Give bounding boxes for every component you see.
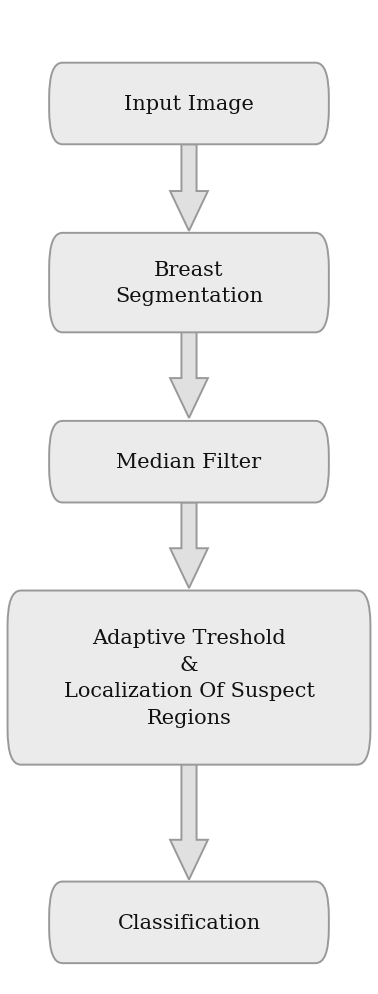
FancyBboxPatch shape (49, 64, 329, 145)
Text: Input Image: Input Image (124, 94, 254, 114)
Text: Median Filter: Median Filter (116, 452, 262, 472)
FancyBboxPatch shape (8, 590, 370, 765)
Text: Breast
Segmentation: Breast Segmentation (115, 260, 263, 306)
FancyBboxPatch shape (49, 882, 329, 963)
Polygon shape (170, 145, 208, 232)
Text: Classification: Classification (118, 912, 260, 932)
Polygon shape (170, 503, 208, 588)
FancyBboxPatch shape (49, 234, 329, 333)
Text: Adaptive Treshold
&
Localization Of Suspect
Regions: Adaptive Treshold & Localization Of Susp… (64, 629, 314, 727)
FancyBboxPatch shape (49, 421, 329, 503)
Polygon shape (170, 332, 208, 418)
Polygon shape (170, 764, 208, 880)
